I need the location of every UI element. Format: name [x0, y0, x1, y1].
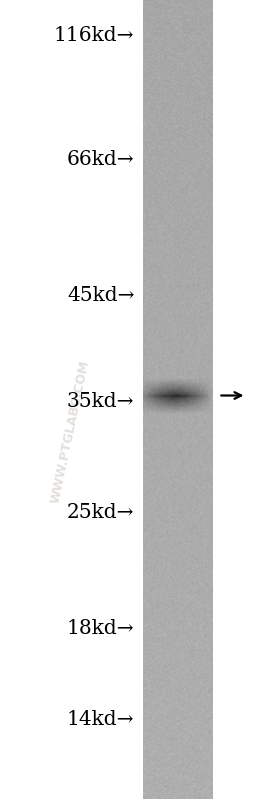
- Text: 18kd→: 18kd→: [67, 619, 134, 638]
- Text: 14kd→: 14kd→: [67, 710, 134, 729]
- Text: WWW.PTGLABC.COM: WWW.PTGLABC.COM: [48, 359, 92, 504]
- Text: 66kd→: 66kd→: [67, 150, 134, 169]
- Text: 116kd→: 116kd→: [54, 26, 134, 46]
- Text: 25kd→: 25kd→: [67, 503, 134, 523]
- Text: 35kd→: 35kd→: [67, 392, 134, 411]
- Text: 45kd→: 45kd→: [67, 286, 134, 305]
